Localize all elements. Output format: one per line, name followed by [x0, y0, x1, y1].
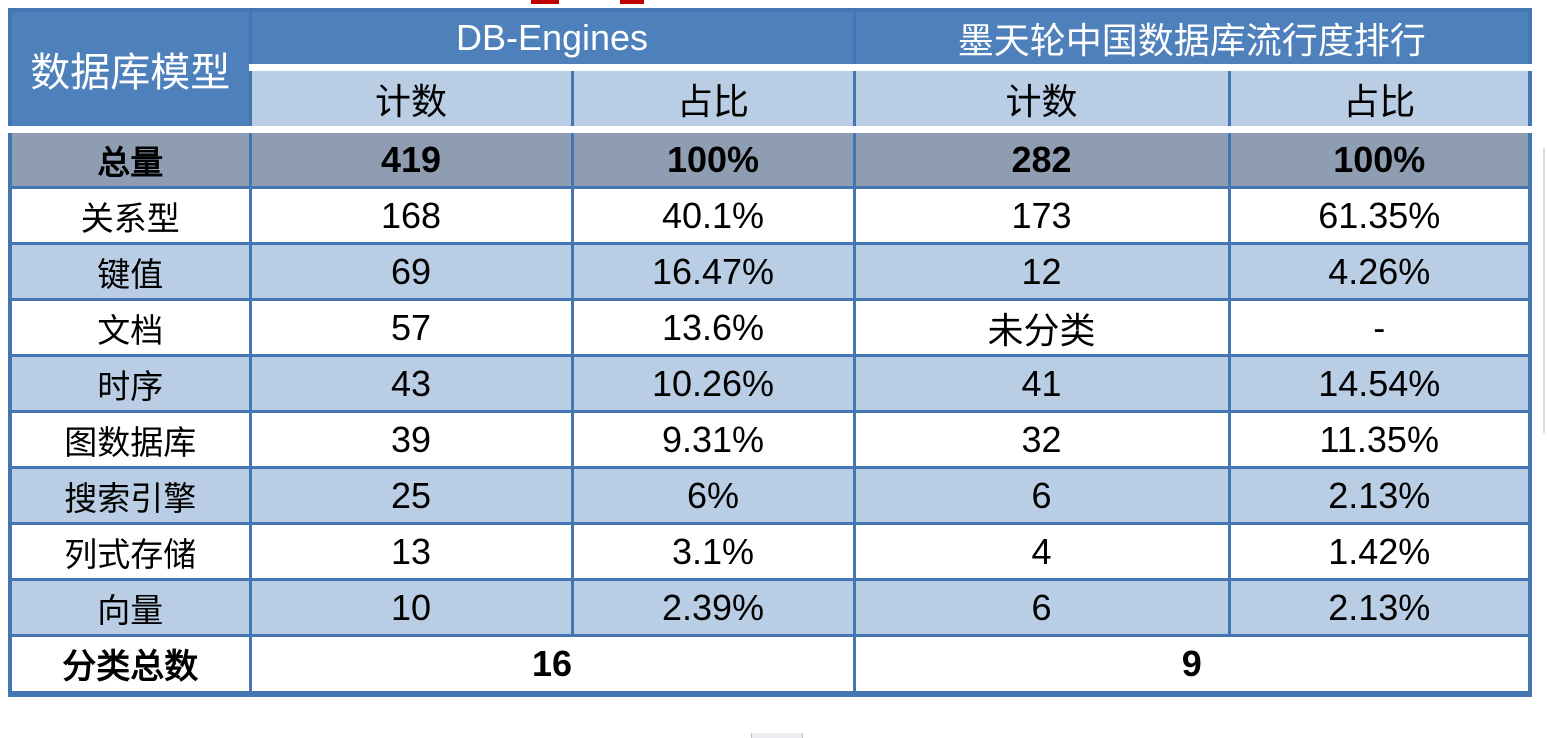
value-cell: 11.35% [1227, 410, 1532, 469]
value-cell: 57 [248, 298, 574, 357]
group-header-db-engines: DB-Engines [248, 8, 856, 69]
table-row: 时序 43 10.26% 41 14.54% [8, 354, 1532, 413]
value-cell: 9.31% [570, 410, 856, 469]
subheader-count-modb: 计数 [852, 64, 1231, 131]
value-cell: 32 [852, 410, 1231, 469]
value-cell: 173 [852, 186, 1231, 245]
value-cell: 10 [248, 578, 574, 637]
value-cell: 419 [248, 126, 574, 189]
value-cell: 4.26% [1227, 242, 1532, 301]
value-cell: 6 [852, 466, 1231, 525]
value-cell: 6 [852, 578, 1231, 637]
corner-header-cell: 数据库模型 [8, 8, 252, 131]
table-row: 搜索引擎 25 6% 6 2.13% [8, 466, 1532, 525]
value-cell: 16.47% [570, 242, 856, 301]
value-cell: 41 [852, 354, 1231, 413]
value-cell: 25 [248, 466, 574, 525]
group-header-row: 数据库模型 DB-Engines 墨天轮中国数据库流行度排行 [8, 8, 1532, 131]
value-cell: 43 [248, 354, 574, 413]
scroll-fragment [751, 733, 803, 738]
value-cell: 未分类 [852, 298, 1231, 357]
footer-row: 分类总数 16 9 [8, 634, 1532, 695]
value-cell: 168 [248, 186, 574, 245]
value-cell: 100% [1227, 126, 1532, 189]
value-cell: 39 [248, 410, 574, 469]
value-cell: 6% [570, 466, 856, 525]
row-label-cell: 总量 [8, 126, 252, 189]
table-row: 键值 69 16.47% 12 4.26% [8, 242, 1532, 301]
value-cell: 14.54% [1227, 354, 1532, 413]
page-edge-line [1543, 148, 1545, 433]
value-cell: 2.39% [570, 578, 856, 637]
table-row: 向量 10 2.39% 6 2.13% [8, 578, 1532, 637]
red-text-remnant [620, 0, 644, 4]
table-row-total: 总量 419 100% 282 100% [8, 126, 1532, 189]
subheader-row: 计数 占比 计数 占比 [10, 64, 1532, 131]
value-cell: 1.42% [1227, 522, 1532, 581]
group-header-modb: 墨天轮中国数据库流行度排行 [852, 8, 1532, 69]
database-model-table: 数据库模型 DB-Engines 墨天轮中国数据库流行度排行 计数 占比 计数 … [8, 8, 1532, 697]
table-row: 图数据库 39 9.31% 32 11.35% [8, 410, 1532, 469]
row-label-cell: 分类总数 [8, 634, 252, 695]
row-label-cell: 键值 [8, 242, 252, 301]
row-label-cell: 图数据库 [8, 410, 252, 469]
row-label-cell: 时序 [8, 354, 252, 413]
value-cell: 282 [852, 126, 1231, 189]
value-cell: 61.35% [1227, 186, 1532, 245]
subheader-count-db-engines: 计数 [248, 64, 574, 131]
row-label-cell: 向量 [8, 578, 252, 637]
row-label-cell: 搜索引擎 [8, 466, 252, 525]
value-cell: 13 [248, 522, 574, 581]
subheader-ratio-modb: 占比 [1227, 64, 1532, 131]
row-label-cell: 关系型 [8, 186, 252, 245]
value-cell: 4 [852, 522, 1231, 581]
row-label-cell: 列式存储 [8, 522, 252, 581]
subheader-ratio-db-engines: 占比 [570, 64, 856, 131]
value-cell: 12 [852, 242, 1231, 301]
footer-value-modb: 9 [852, 634, 1532, 695]
table-row: 列式存储 13 3.1% 4 1.42% [8, 522, 1532, 581]
value-cell: 100% [570, 126, 856, 189]
value-cell: - [1227, 298, 1532, 357]
value-cell: 2.13% [1227, 466, 1532, 525]
row-label-cell: 文档 [8, 298, 252, 357]
value-cell: 13.6% [570, 298, 856, 357]
table-row: 关系型 168 40.1% 173 61.35% [8, 186, 1532, 245]
table-row: 文档 57 13.6% 未分类 - [8, 298, 1532, 357]
value-cell: 10.26% [570, 354, 856, 413]
red-text-remnant [531, 0, 559, 4]
value-cell: 3.1% [570, 522, 856, 581]
value-cell: 40.1% [570, 186, 856, 245]
value-cell: 69 [248, 242, 574, 301]
footer-value-db-engines: 16 [248, 634, 856, 695]
value-cell: 2.13% [1227, 578, 1532, 637]
